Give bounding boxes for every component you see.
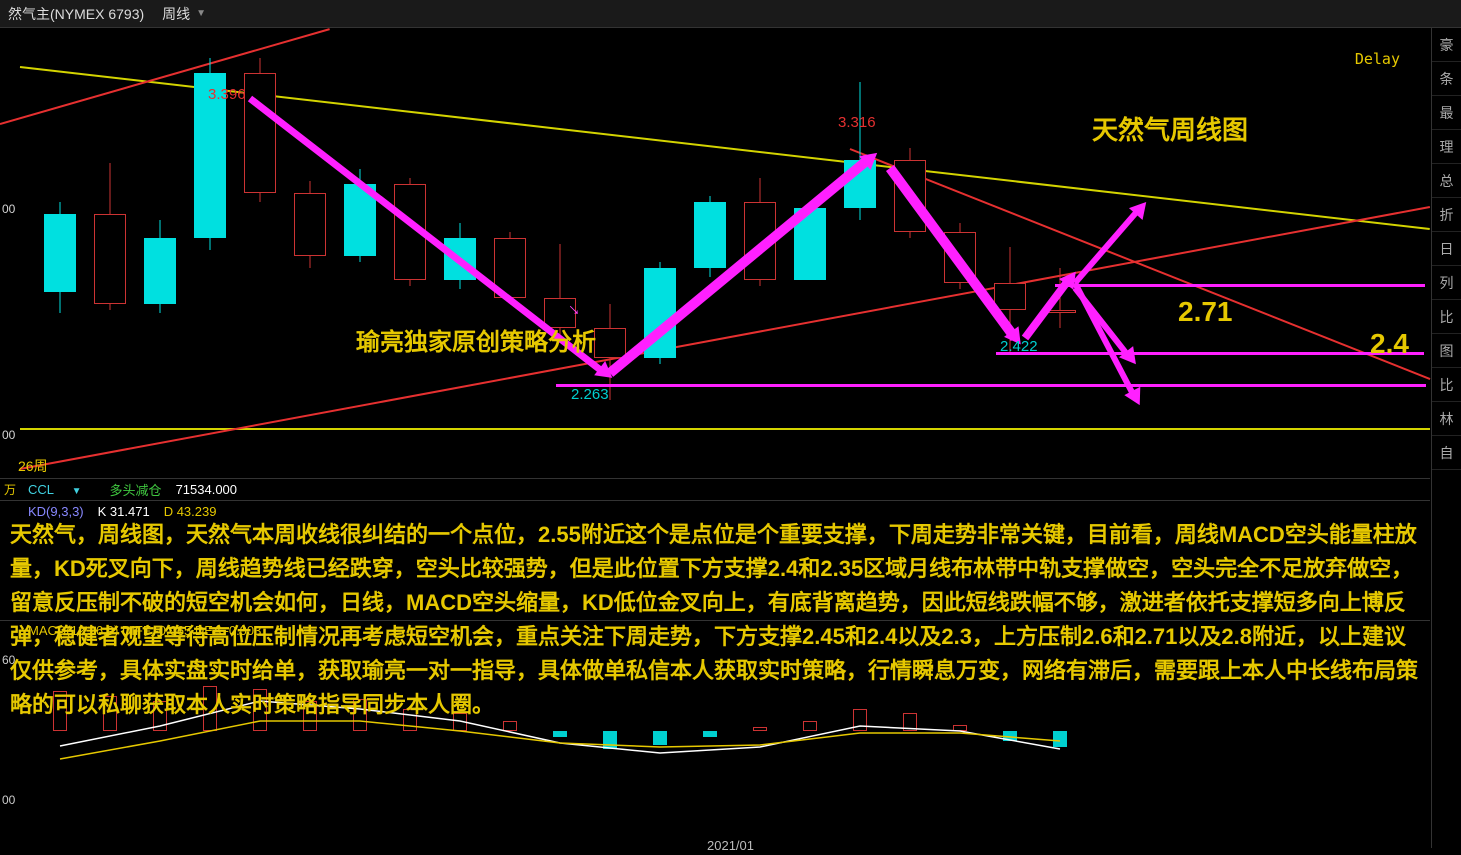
candle — [144, 28, 176, 478]
candle — [894, 28, 926, 478]
trendline — [850, 148, 1431, 380]
side-item[interactable]: 理 — [1432, 130, 1461, 164]
ccl-value: 71534.000 — [176, 482, 237, 497]
candle — [394, 28, 426, 478]
price-label: 3.316 — [838, 114, 876, 131]
symbol-title: 然气主(NYMEX 6793) — [8, 4, 144, 24]
support-line — [1055, 284, 1425, 287]
side-item[interactable]: 最 — [1432, 96, 1461, 130]
arrow-line — [1073, 206, 1143, 285]
chevron-down-icon[interactable]: ▼ — [196, 8, 206, 19]
side-item[interactable]: 日 — [1432, 232, 1461, 266]
candle — [994, 28, 1026, 478]
chart-annotation: 天然气周线图 — [1092, 110, 1248, 147]
side-item[interactable]: 折 — [1432, 198, 1461, 232]
price-label: 3.396 — [208, 86, 246, 103]
price-label: 2.422 — [1000, 338, 1038, 355]
kd-k: K 31.471 — [98, 504, 150, 519]
side-item[interactable]: 自 — [1432, 436, 1461, 470]
arrow-line — [1073, 286, 1133, 360]
candle — [1044, 28, 1076, 478]
wan-label: 万 — [4, 481, 16, 498]
side-item[interactable]: 图 — [1432, 334, 1461, 368]
y-axis-label: 00 — [2, 428, 15, 442]
candle — [694, 28, 726, 478]
side-column: 豪条最理总折日列比图比林自 — [1431, 28, 1461, 848]
side-item[interactable]: 条 — [1432, 62, 1461, 96]
candle — [594, 28, 626, 478]
candle — [94, 28, 126, 478]
footer-date: 2021/01 — [707, 838, 754, 853]
kd-d: D 43.239 — [164, 504, 217, 519]
side-item[interactable]: 列 — [1432, 266, 1461, 300]
candle — [794, 28, 826, 478]
candle — [44, 28, 76, 478]
ccl-status: 多头减仓 — [110, 480, 162, 499]
timeframe-label[interactable]: 周线 — [162, 4, 190, 24]
ccl-label[interactable]: CCL ▼ — [28, 482, 96, 497]
chart-annotation: 2.4 — [1370, 328, 1409, 360]
candle — [344, 28, 376, 478]
price-label: 2.263 — [571, 386, 609, 403]
candle — [644, 28, 676, 478]
support-line — [996, 352, 1424, 355]
candle — [494, 28, 526, 478]
side-item[interactable]: 比 — [1432, 368, 1461, 402]
chart-annotation: 2.71 — [1178, 296, 1233, 328]
chart-header: 然气主(NYMEX 6793) 周线 ▼ — [0, 0, 1461, 28]
delay-label: Delay — [1355, 50, 1400, 68]
side-item[interactable]: 比 — [1432, 300, 1461, 334]
candle — [294, 28, 326, 478]
support-line — [556, 384, 1426, 387]
side-item[interactable]: 豪 — [1432, 28, 1461, 62]
price-chart[interactable]: Delay 0000↑3.3963.3162.2632.422天然气周线图2.7… — [0, 28, 1430, 478]
side-item[interactable]: 总 — [1432, 164, 1461, 198]
y-axis-label: 00 — [2, 202, 15, 216]
analysis-text: 天然气，周线图，天然气本周收线很纠结的一个点位，2.55附近这个是点位是个重要支… — [10, 518, 1420, 722]
candle — [244, 28, 276, 478]
period-label: 26周 — [18, 456, 48, 476]
side-item[interactable]: 林 — [1432, 402, 1461, 436]
candle — [844, 28, 876, 478]
indicator-ccl-row: 万 CCL ▼ 多头减仓 71534.000 — [0, 478, 1430, 500]
candle — [544, 28, 576, 478]
kd-label: KD(9,3,3) — [28, 504, 84, 519]
chart-annotation: 瑜亮独家原创策略分析 — [356, 322, 596, 357]
